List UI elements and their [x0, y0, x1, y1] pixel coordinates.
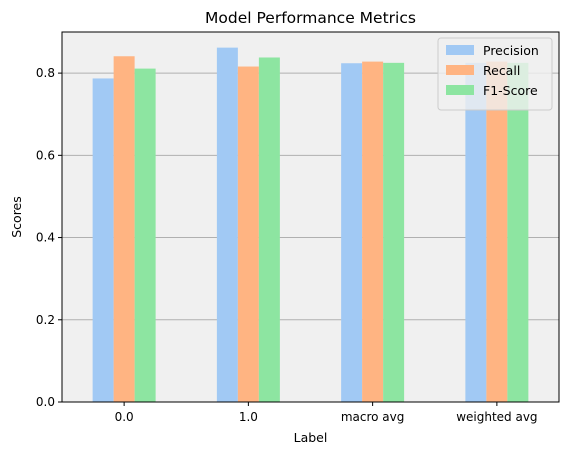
x-tick-label: macro avg: [341, 410, 405, 424]
legend-label-f1-score: F1-Score: [483, 83, 538, 98]
legend: Precision Recall F1-Score: [437, 37, 553, 111]
bar-f1-score-0: [134, 68, 156, 402]
bar-recall-0: [113, 56, 135, 402]
y-tick-label: 0.2: [36, 313, 55, 327]
bar-f1-score-2: [383, 62, 405, 402]
y-axis-label: Scores: [9, 196, 24, 238]
bar-recall-3: [486, 61, 508, 402]
bar-precision-2: [341, 63, 363, 402]
y-tick-label: 0.4: [36, 231, 55, 245]
legend-swatch-recall: [446, 65, 474, 75]
y-tick-label: 0.0: [36, 395, 55, 409]
plot-frame: [61, 31, 560, 403]
bar-f1-score-1: [258, 57, 280, 402]
legend-label-recall: Recall: [483, 63, 520, 78]
bar-precision-0: [92, 78, 114, 402]
bar-recall-2: [362, 61, 384, 402]
bar-recall-1: [237, 66, 259, 403]
x-axis-label: Label: [294, 430, 328, 445]
bar-precision-3: [465, 62, 487, 402]
legend-label-precision: Precision: [483, 43, 539, 58]
chart-title: Model Performance Metrics: [205, 9, 416, 27]
y-axis: 0.0 0.2 0.4 0.6 0.8: [36, 66, 62, 409]
x-tick-label: 1.0: [239, 410, 258, 424]
x-axis: 0.0 1.0 macro avg weighted avg: [115, 402, 538, 424]
x-tick-label: weighted avg: [456, 410, 537, 424]
bar-precision-1: [216, 47, 238, 402]
legend-swatch-f1-score: [446, 85, 474, 95]
bar-f1-score-3: [507, 62, 529, 402]
x-tick-label: 0.0: [115, 410, 134, 424]
y-tick-label: 0.6: [36, 148, 55, 162]
bars: [92, 47, 529, 403]
legend-swatch-precision: [446, 45, 474, 55]
y-tick-label: 0.8: [36, 66, 55, 80]
